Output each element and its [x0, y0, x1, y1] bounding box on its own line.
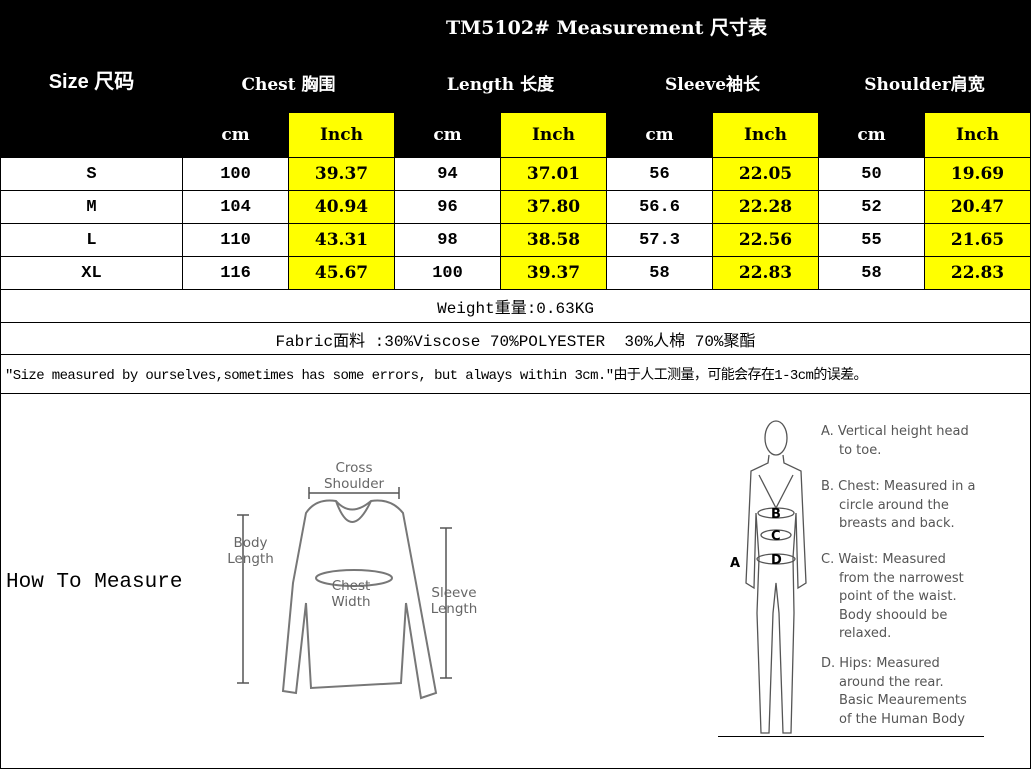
group-length: Length 长度	[394, 52, 607, 113]
cm-cell: 57.3	[606, 223, 713, 257]
divider-line	[718, 736, 984, 737]
letter-d: D	[771, 553, 782, 568]
letter-c: C	[771, 529, 781, 544]
inch-cell: 45.67	[288, 256, 395, 290]
size-cell: L	[0, 223, 183, 257]
table-row: M 104 40.94 96 37.80 56.6 22.28 52 20.47	[0, 190, 1032, 224]
size-cell: S	[0, 157, 183, 191]
inch-cell: 22.83	[712, 256, 819, 290]
inch-cell: 22.83	[923, 256, 1032, 290]
note-line: relaxed.	[839, 626, 892, 641]
cm-cell: 96	[394, 190, 501, 224]
inch-cell: 19.69	[923, 157, 1032, 191]
unit-inch: Inch	[500, 112, 607, 158]
size-cell: M	[0, 190, 183, 224]
unit-cm: cm	[182, 112, 289, 158]
sweater-diagram	[237, 487, 452, 700]
note-line: A. Vertical height head	[821, 424, 969, 439]
note-line: around the rear.	[839, 674, 944, 690]
note-line: from the narrowest	[839, 570, 964, 586]
unit-cm: cm	[606, 112, 713, 158]
note-line: Body shoould be	[839, 607, 948, 623]
unit-cm: cm	[818, 112, 925, 158]
unit-inch: Inch	[712, 112, 819, 158]
measurement-note: A. Vertical height head to toe.	[821, 423, 969, 460]
table-row: L 110 43.31 98 38.58 57.3 22.56 55 21.65	[0, 223, 1032, 257]
body-figure-diagram: B C D A	[730, 420, 807, 734]
how-to-measure-label: How To Measure	[6, 571, 183, 594]
group-sleeve: Sleeve袖长	[606, 52, 819, 113]
inch-cell: 21.65	[923, 223, 1032, 257]
cm-cell: 116	[182, 256, 289, 290]
chest-width-label: Chest Width	[331, 578, 371, 610]
cm-cell: 58	[818, 256, 925, 290]
cross-shoulder-label: Cross Shoulder	[323, 460, 385, 492]
note-line: to toe.	[839, 442, 882, 458]
cm-cell: 52	[818, 190, 925, 224]
note-line: breasts and back.	[839, 516, 955, 531]
note-line: D. Hips: Measured	[821, 656, 940, 671]
inch-cell: 38.58	[500, 223, 607, 257]
disclaimer-row: "Size measured by ourselves,sometimes ha…	[0, 354, 1032, 394]
note-line: Basic Meaurements	[839, 693, 967, 708]
inch-cell: 39.37	[500, 256, 607, 290]
inch-cell: 37.80	[500, 190, 607, 224]
size-cell: XL	[0, 256, 183, 290]
note-line: B. Chest: Measured in a	[821, 479, 976, 494]
inch-cell: 43.31	[288, 223, 395, 257]
cm-cell: 94	[394, 157, 501, 191]
measurement-note: D. Hips: Measured around the rear. Basic M…	[821, 655, 967, 729]
note-line: circle around the	[839, 497, 949, 513]
sleeve-length-label: Sleeve Length	[430, 585, 478, 617]
unit-inch: Inch	[288, 112, 395, 158]
letter-b: B	[771, 507, 781, 522]
cm-cell: 110	[182, 223, 289, 257]
inch-cell: 22.05	[712, 157, 819, 191]
unit-cm: cm	[394, 112, 501, 158]
unit-inch: Inch	[923, 112, 1032, 158]
table-row: XL 116 45.67 100 39.37 58 22.83 58 22.83	[0, 256, 1032, 290]
cm-cell: 50	[818, 157, 925, 191]
group-chest: Chest 胸围	[182, 52, 395, 113]
measurement-note: C. Waist: Measured from the narrowest poin…	[821, 551, 964, 644]
note-line: C. Waist: Measured	[821, 552, 946, 567]
size-header: Size 尺码	[0, 0, 183, 158]
cm-cell: 56.6	[606, 190, 713, 224]
cm-cell: 55	[818, 223, 925, 257]
cm-cell: 98	[394, 223, 501, 257]
cm-cell: 100	[182, 157, 289, 191]
measurement-note: B. Chest: Measured in a circle around the…	[821, 478, 975, 534]
inch-cell: 20.47	[923, 190, 1032, 224]
cm-cell: 104	[182, 190, 289, 224]
note-line: of the Human Body	[839, 711, 965, 727]
cm-cell: 58	[606, 256, 713, 290]
inch-cell: 22.28	[712, 190, 819, 224]
body-length-label: Body Length	[227, 535, 274, 567]
group-shoulder: Shoulder肩宽	[817, 52, 1032, 113]
cm-cell: 100	[394, 256, 501, 290]
inch-cell: 40.94	[288, 190, 395, 224]
size-chart-table: Size 尺码 TM5102# Measurement 尺寸表 Chest 胸围…	[0, 0, 1032, 394]
inch-cell: 39.37	[288, 157, 395, 191]
note-line: point of the waist.	[839, 589, 957, 604]
cm-cell: 56	[606, 157, 713, 191]
weight-row: Weight重量:0.63KG	[0, 289, 1032, 323]
letter-a: A	[730, 556, 740, 571]
inch-cell: 22.56	[712, 223, 819, 257]
how-to-measure-section: How To Measure Cross Shoulder Body Lengt…	[0, 393, 1031, 769]
inch-cell: 37.01	[500, 157, 607, 191]
fabric-row: Fabric面料 :30%Viscose 70%POLYESTER 30%人棉 …	[0, 322, 1032, 355]
table-row: S 100 39.37 94 37.01 56 22.05 50 19.69	[0, 157, 1032, 191]
chart-title: TM5102# Measurement 尺寸表	[181, 0, 1032, 53]
